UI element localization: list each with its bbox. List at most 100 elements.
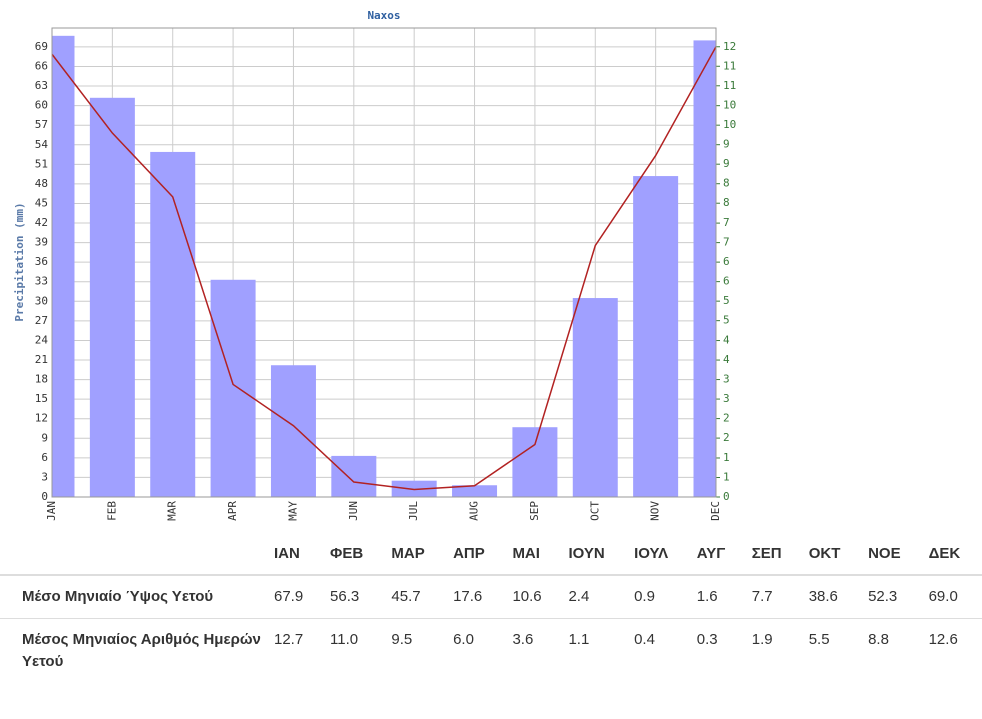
x-tick-label: SEP	[528, 501, 541, 521]
x-tick-label: JUL	[407, 501, 420, 521]
cell: 1.1	[562, 618, 629, 683]
column-header: ΜΑΙ	[506, 533, 563, 576]
y-tick-label: 54	[35, 138, 49, 151]
y2-tick-label: 4	[723, 353, 730, 366]
y-tick-label: 0	[41, 490, 48, 503]
y2-tick-label: 0	[723, 490, 730, 503]
cell: 67.9	[268, 574, 325, 619]
cell: 8.8	[862, 618, 923, 683]
y2-tick-label: 4	[723, 334, 730, 347]
column-header: ΔΕΚ	[922, 533, 982, 576]
y-tick-label: 12	[35, 412, 48, 425]
y2-tick-label: 2	[723, 431, 730, 444]
bar	[52, 35, 75, 497]
y-tick-label: 3	[41, 470, 48, 483]
cell: 1.9	[745, 618, 803, 683]
corner	[0, 533, 268, 576]
y-tick-label: 63	[35, 79, 48, 92]
chart-title: Naxos	[367, 9, 400, 22]
chart: Naxos Precipitation (mm) JAN FEB MAR APR MAY…	[13, 9, 736, 521]
cell: 52.3	[862, 574, 923, 619]
y2-tick-label: 10	[723, 118, 736, 131]
y-tick-label: 6	[41, 451, 48, 464]
x-tick-label: FEB	[105, 501, 118, 521]
y2-tick-label: 2	[723, 412, 730, 425]
column-header: ΙΟΥΝ	[562, 533, 629, 576]
y-tick-label: 15	[35, 392, 48, 405]
cell: 10.6	[506, 574, 563, 619]
y-tick-label: 36	[35, 255, 48, 268]
y2-tick-label: 9	[723, 157, 730, 170]
bar	[270, 365, 316, 497]
cell: 11.0	[324, 618, 386, 683]
table-body: Μέσο Μηνιαίο Ύψος Υετού 67.9 56.3 45.7 17.6 1…	[0, 574, 982, 683]
x-tick-label: JUN	[347, 501, 360, 521]
y-tick-label: 9	[41, 431, 48, 444]
y-tick-label: 30	[35, 294, 48, 307]
cell: 0.3	[690, 618, 746, 683]
table-row: Μέσος Μηνιαίος Αριθμός Ημερών Υετού 12.7 1…	[0, 618, 982, 683]
y-tick-label: 48	[35, 177, 48, 190]
column-header: ΝΟΕ	[862, 533, 923, 576]
cell: 7.7	[745, 574, 803, 619]
y-tick-label: 27	[35, 314, 48, 327]
y-axis-label: Precipitation (mm)	[13, 202, 26, 321]
cell: 5.5	[802, 618, 863, 683]
cell: 0.4	[628, 618, 691, 683]
plot-border	[51, 27, 717, 498]
y2-tick-label: 3	[723, 373, 730, 386]
x-tick-label: DEC	[709, 501, 722, 521]
y-tick-label: 42	[35, 216, 48, 229]
y2-tick-label: 9	[723, 138, 730, 151]
bar	[572, 298, 618, 497]
y2-tick-label: 7	[723, 216, 730, 229]
bar	[633, 176, 679, 497]
column-header: ΦΕΒ	[324, 533, 386, 576]
y2-tick-label: 6	[723, 275, 730, 288]
plot	[52, 28, 716, 497]
y2-tick-label: 6	[723, 255, 730, 268]
x-tick-label: AUG	[468, 501, 481, 521]
y2-tick-label: 5	[723, 314, 730, 327]
header-row: ΙΑΝ ΦΕΒ ΜΑΡ ΑΠΡ ΜΑΙ ΙΟΥΝ ΙΟΥΛ ΑΥΓ ΣΕΠ ΟΚΤ ΝΟΕ ΔΕΚ	[0, 533, 982, 576]
x-tick-label: MAY	[286, 501, 299, 521]
y-tick-label: 51	[35, 157, 48, 170]
y-tick-label: 66	[35, 59, 48, 72]
bar	[512, 427, 558, 497]
bar	[693, 40, 716, 497]
bar	[331, 455, 377, 497]
data-table: ΙΑΝ ΦΕΒ ΜΑΡ ΑΠΡ ΜΑΙ ΙΟΥΝ ΙΟΥΛ ΑΥΓ ΣΕΠ ΟΚΤ ΝΟΕ ΔΕΚ Μ…	[0, 533, 982, 683]
x-tick-label: MAR	[166, 501, 179, 521]
bar	[89, 97, 135, 497]
column-header: ΑΠΡ	[447, 533, 507, 576]
column-header: ΜΑΡ	[385, 533, 448, 576]
y2-tick-label: 11	[723, 59, 736, 72]
y2-tick-label: 1	[723, 470, 730, 483]
y-tick-label: 24	[35, 333, 49, 346]
cell: 1.6	[690, 574, 746, 619]
y2-tick-label: 7	[723, 236, 730, 249]
y-tick-label: 39	[35, 236, 48, 249]
y-tick-label: 60	[35, 99, 48, 112]
cell: 45.7	[385, 574, 448, 619]
y-tick-label: 33	[35, 275, 48, 288]
x-tick-label: NOV	[649, 501, 662, 521]
row-label: Μέσο Μηνιαίο Ύψος Υετού	[0, 574, 268, 619]
y2-tick-label: 11	[723, 79, 736, 92]
y-tick-label: 45	[35, 196, 48, 209]
column-header: ΙΑΝ	[268, 533, 325, 576]
y-tick-label: 57	[35, 118, 48, 131]
cell: 2.4	[562, 574, 629, 619]
column-header: ΙΟΥΛ	[628, 533, 691, 576]
x-tick-label: OCT	[588, 501, 601, 521]
cell: 17.6	[447, 574, 507, 619]
line	[52, 46, 716, 491]
y2-tick-label: 12	[723, 40, 736, 53]
column-header: ΟΚΤ	[802, 533, 863, 576]
y2-tick-label: 3	[723, 392, 730, 405]
cell: 38.6	[802, 574, 863, 619]
x-tick-label: JAN	[45, 501, 58, 521]
bar	[150, 151, 196, 497]
column-header: ΣΕΠ	[745, 533, 803, 576]
